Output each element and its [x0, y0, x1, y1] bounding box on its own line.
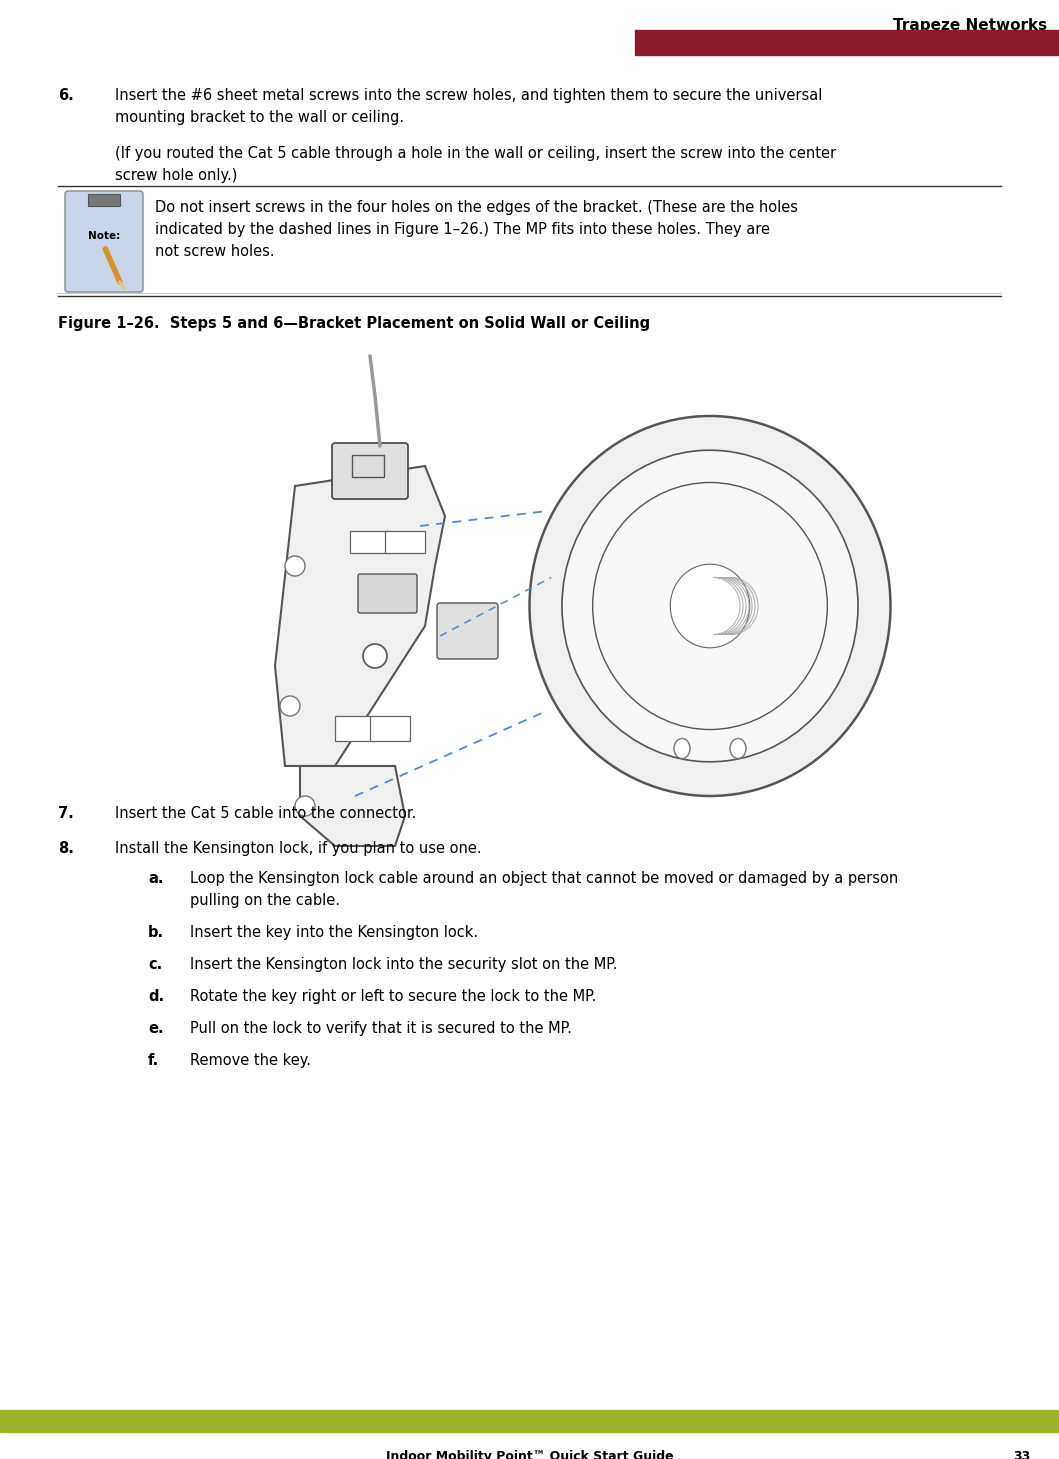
Text: screw hole only.): screw hole only.)	[115, 168, 237, 182]
Text: d.: d.	[148, 989, 164, 1004]
Ellipse shape	[530, 416, 891, 797]
Ellipse shape	[674, 738, 690, 759]
Text: Install the Kensington lock, if you plan to use one.: Install the Kensington lock, if you plan…	[115, 840, 482, 856]
Text: mounting bracket to the wall or ceiling.: mounting bracket to the wall or ceiling.	[115, 109, 405, 125]
Circle shape	[363, 643, 387, 668]
Bar	[351, 531, 390, 553]
Bar	[88, 194, 120, 206]
Text: Do not insert screws in the four holes on the edges of the bracket. (These are t: Do not insert screws in the four holes o…	[155, 200, 798, 214]
Bar	[335, 716, 375, 741]
Text: Insert the key into the Kensington lock.: Insert the key into the Kensington lock.	[190, 925, 478, 940]
Bar	[370, 716, 410, 741]
Text: indicated by the dashed lines in Figure 1–26.) The MP fits into these holes. The: indicated by the dashed lines in Figure …	[155, 222, 770, 236]
FancyBboxPatch shape	[358, 573, 417, 613]
Text: pulling on the cable.: pulling on the cable.	[190, 893, 340, 907]
Text: f.: f.	[148, 1053, 159, 1068]
Bar	[385, 531, 425, 553]
Text: 33: 33	[1012, 1450, 1030, 1459]
Polygon shape	[275, 465, 445, 766]
Text: 8.: 8.	[58, 840, 74, 856]
Text: Insert the #6 sheet metal screws into the screw holes, and tighten them to secur: Insert the #6 sheet metal screws into th…	[115, 88, 823, 104]
Ellipse shape	[670, 565, 750, 648]
Text: Trapeze Networks: Trapeze Networks	[893, 18, 1047, 34]
Text: Insert the Kensington lock into the security slot on the MP.: Insert the Kensington lock into the secu…	[190, 957, 617, 972]
Circle shape	[295, 797, 315, 816]
Text: Remove the key.: Remove the key.	[190, 1053, 311, 1068]
Circle shape	[280, 696, 300, 716]
Text: a.: a.	[148, 871, 163, 886]
FancyBboxPatch shape	[65, 191, 143, 292]
Bar	[635, 31, 1059, 55]
Polygon shape	[300, 766, 405, 846]
Ellipse shape	[593, 483, 827, 730]
Text: 6.: 6.	[58, 88, 74, 104]
Text: c.: c.	[148, 957, 162, 972]
Bar	[0, 1409, 1059, 1431]
Text: b.: b.	[148, 925, 164, 940]
Ellipse shape	[730, 738, 746, 759]
Text: (If you routed the Cat 5 cable through a hole in the wall or ceiling, insert the: (If you routed the Cat 5 cable through a…	[115, 146, 837, 160]
Text: Note:: Note:	[88, 231, 120, 241]
FancyBboxPatch shape	[333, 444, 408, 499]
Text: not screw holes.: not screw holes.	[155, 244, 274, 260]
Text: Indoor Mobility Point™ Quick Start Guide: Indoor Mobility Point™ Quick Start Guide	[385, 1450, 674, 1459]
Text: e.: e.	[148, 1021, 164, 1036]
FancyBboxPatch shape	[437, 603, 498, 659]
Text: 7.: 7.	[58, 805, 74, 821]
FancyBboxPatch shape	[352, 455, 384, 477]
Text: Figure 1–26.  Steps 5 and 6—Bracket Placement on Solid Wall or Ceiling: Figure 1–26. Steps 5 and 6—Bracket Place…	[58, 317, 650, 331]
Circle shape	[285, 556, 305, 576]
Text: Loop the Kensington lock cable around an object that cannot be moved or damaged : Loop the Kensington lock cable around an…	[190, 871, 898, 886]
Text: Pull on the lock to verify that it is secured to the MP.: Pull on the lock to verify that it is se…	[190, 1021, 572, 1036]
Ellipse shape	[562, 451, 858, 762]
Text: Insert the Cat 5 cable into the connector.: Insert the Cat 5 cable into the connecto…	[115, 805, 416, 821]
Text: Rotate the key right or left to secure the lock to the MP.: Rotate the key right or left to secure t…	[190, 989, 596, 1004]
